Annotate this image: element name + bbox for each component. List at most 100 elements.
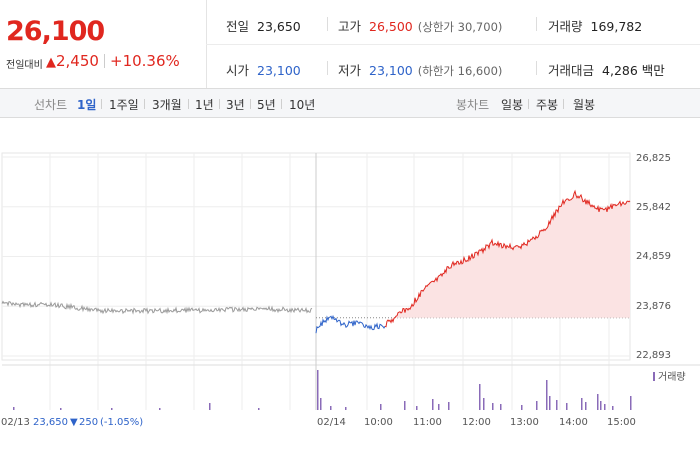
above-ref-line [384, 189, 631, 328]
stat-volume: 거래량 169,782 [548, 19, 643, 34]
down-triangle-icon: ▼ [70, 417, 78, 428]
stat-trade-value: 거래대금 4,286 백만 [548, 63, 665, 78]
volume-bar [111, 408, 113, 410]
line-chart-label: 선차트 [34, 98, 68, 112]
volume-bar [320, 398, 322, 410]
stat-prev-close: 전일 23,650 [226, 19, 301, 34]
x-axis: 02/13 23,650 ▼ 250 (-1.05%) 02/14 10:00 … [1, 417, 636, 428]
y-tick-label: 22,893 [636, 350, 671, 361]
change-amount: ▲2,450 [46, 52, 99, 70]
volume-bar [585, 402, 587, 410]
volume-bar [600, 401, 602, 410]
tab-1day[interactable]: 1일 [77, 98, 97, 112]
prev-day-date: 02/13 [1, 417, 30, 428]
change-percent: +10.36% [110, 52, 180, 70]
volume-bar [13, 407, 15, 410]
x-tick-label: 15:00 [607, 417, 636, 428]
tab-daily-candle[interactable]: 일봉 [501, 98, 524, 112]
stat-low: 저가 23,100 (하한가 16,600) [338, 63, 503, 78]
volume-bar [345, 407, 347, 410]
price-lines [1, 189, 631, 334]
volume-bar [549, 396, 551, 410]
y-tick-label: 26,825 [636, 153, 671, 164]
x-tick-label: 02/14 [317, 417, 346, 428]
tab-weekly-candle[interactable]: 주봉 [536, 98, 559, 112]
volume-bar [479, 384, 481, 410]
volume-bar [536, 401, 538, 410]
volume-bar [159, 408, 161, 410]
stat-high: 고가 26,500 (상한가 30,700) [338, 19, 503, 34]
divider [536, 17, 537, 31]
divider [144, 99, 145, 109]
divider [536, 61, 537, 75]
volume-bar [209, 403, 211, 410]
volume-bar [438, 404, 440, 410]
tab-5year[interactable]: 5년 [257, 98, 276, 112]
volume-bar [448, 402, 450, 410]
volume-bar [581, 398, 583, 410]
volume-bar [492, 403, 494, 410]
current-price: 26,100 [6, 16, 105, 47]
divider [188, 99, 189, 109]
y-tick-label: 23,876 [636, 301, 671, 312]
stat-open: 시가 23,100 [226, 63, 301, 78]
volume-bar [604, 404, 606, 410]
gain-area [385, 191, 630, 318]
price-summary: 26,100 전일대비 ▲2,450 +10.36% [0, 0, 207, 88]
y-axis: 26,825 25,842 24,859 23,876 22,893 [636, 153, 671, 361]
volume-bar [404, 401, 406, 410]
volume-bar [432, 399, 434, 410]
tab-1year[interactable]: 1년 [195, 98, 214, 112]
volume-bar [380, 404, 382, 410]
x-tick-label: 14:00 [559, 417, 588, 428]
volume-bar [630, 396, 632, 410]
volume-bar [546, 380, 548, 410]
up-triangle-icon: ▲ [46, 55, 56, 70]
intraday-price-chart[interactable]: 26,825 25,842 24,859 23,876 22,893 거래량 0… [0, 120, 700, 450]
y-tick-label: 25,842 [636, 202, 671, 213]
divider [327, 17, 328, 31]
volume-bar [60, 408, 62, 410]
volume-bar [612, 406, 614, 410]
below-ref-line [315, 314, 386, 334]
price-area [385, 191, 630, 318]
prev-day-change-pct: (-1.05%) [100, 417, 143, 428]
prev-day-close: 23,650 [33, 417, 68, 428]
divider [528, 99, 529, 109]
volume-bars [13, 370, 632, 410]
y-tick-label: 24,859 [636, 251, 671, 262]
quote-header: 26,100 전일대비 ▲2,450 +10.36% 전일 23,650 고가 26… [0, 0, 700, 88]
divider [101, 99, 102, 109]
change-label: 전일대비 [6, 60, 43, 71]
tab-3month[interactable]: 3개월 [152, 98, 182, 112]
volume-legend-swatch [653, 372, 655, 381]
divider [563, 99, 564, 109]
volume-bar [483, 398, 485, 410]
divider [219, 99, 220, 109]
x-tick-label: 11:00 [413, 417, 442, 428]
divider [250, 99, 251, 109]
volume-legend: 거래량 [653, 371, 686, 383]
x-tick-label: 13:00 [510, 417, 539, 428]
candle-chart-label: 봉차트 [456, 98, 490, 112]
volume-bar [566, 403, 568, 410]
divider [206, 44, 700, 45]
tab-1week[interactable]: 1주일 [109, 98, 139, 112]
volume-bar [330, 406, 332, 410]
divider [281, 99, 282, 109]
volume-bar [500, 404, 502, 410]
tab-monthly-candle[interactable]: 월봉 [573, 98, 596, 112]
volume-bar [258, 408, 260, 410]
period-toolbar: 선차트 1일 1주일 3개월 1년 3년 5년 10년 봉차트 일봉 주봉 월봉 [0, 88, 700, 118]
volume-bar [416, 406, 418, 410]
prev-day-line [1, 300, 313, 315]
tab-3year[interactable]: 3년 [226, 98, 245, 112]
divider [104, 54, 105, 68]
x-tick-label: 12:00 [462, 417, 491, 428]
tab-10year[interactable]: 10년 [289, 98, 316, 112]
volume-bar [317, 370, 319, 410]
prev-day-change: 250 [79, 417, 98, 428]
x-tick-label: 10:00 [364, 417, 393, 428]
divider [327, 61, 328, 75]
volume-bar [521, 405, 523, 410]
